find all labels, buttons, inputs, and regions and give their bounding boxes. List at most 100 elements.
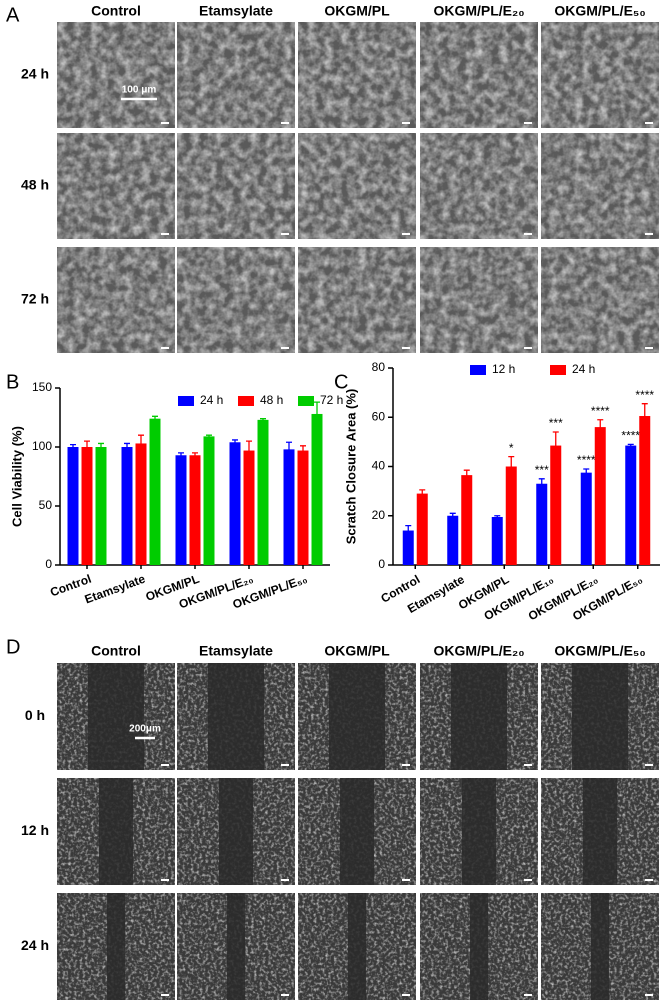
y-tick-label: 40: [372, 459, 386, 473]
error-bar: [232, 439, 238, 446]
bar: [536, 483, 548, 565]
error-bar: [449, 512, 456, 519]
error-bar: [152, 415, 158, 422]
wound-gap: [208, 663, 264, 770]
y-tick-label: 60: [372, 409, 386, 423]
wound-gap: [219, 778, 253, 885]
row-label: 72 h: [21, 291, 49, 307]
legend-swatch: [298, 396, 314, 406]
bar: [229, 442, 241, 565]
micrograph-texture: [177, 133, 295, 239]
error-bar: [300, 445, 306, 456]
legend-label: 24 h: [572, 362, 595, 376]
error-bar: [463, 469, 470, 481]
error-bar: [98, 442, 104, 452]
significance: ***: [549, 416, 563, 430]
y-tick-label: 150: [32, 380, 52, 394]
micrograph-texture: [420, 22, 538, 128]
wound-gap: [451, 663, 507, 770]
wound-gap: [572, 663, 628, 770]
bar: [257, 419, 269, 565]
column-header: OKGM/PL: [324, 643, 390, 659]
row-label: 48 h: [21, 177, 49, 193]
column-header: Control: [91, 643, 141, 659]
column-header: OKGM/PL/E₅₀: [554, 643, 645, 659]
y-tick-label: 0: [378, 557, 385, 571]
significance: ****: [577, 453, 596, 467]
significance: ***: [535, 463, 549, 477]
error-bar: [419, 489, 426, 498]
wound-gap: [107, 893, 125, 1000]
column-header: Etamsylate: [199, 3, 273, 19]
bar: [243, 450, 255, 565]
error-bar: [597, 419, 604, 436]
column-header: OKGM/PL/E₂₀: [433, 3, 524, 19]
wound-gap: [591, 893, 609, 1000]
bar: [203, 436, 215, 565]
bar: [491, 516, 503, 565]
legend-swatch: [238, 396, 254, 406]
row-label: 24 h: [21, 66, 49, 82]
bar: [189, 455, 201, 565]
error-bar: [206, 434, 212, 439]
bar: [505, 466, 517, 565]
micrograph-texture: [57, 22, 175, 128]
bar: [594, 427, 606, 565]
bar: [625, 445, 637, 565]
y-axis-label: Scratch Closure Area (%): [343, 389, 358, 545]
error-bar: [70, 443, 76, 451]
micrograph-texture: [298, 247, 416, 353]
error-bar: [552, 431, 559, 460]
scale-bar-label: 200μm: [129, 724, 161, 735]
y-axis-label: Cell Viability (%): [9, 426, 24, 527]
significance: ****: [635, 388, 654, 402]
legend-swatch: [178, 396, 194, 406]
micrograph-texture: [541, 133, 659, 239]
wound-gap: [99, 778, 133, 885]
micrograph-texture: [541, 247, 659, 353]
wound-gap: [227, 893, 245, 1000]
micrograph-texture: [298, 133, 416, 239]
bar: [149, 418, 161, 565]
bar: [416, 493, 428, 565]
error-bar: [508, 456, 515, 477]
row-label: 24 h: [21, 937, 49, 953]
x-tick-label: Etamsylate: [83, 572, 148, 607]
bar: [447, 515, 459, 565]
error-bar: [641, 403, 648, 429]
bar: [121, 447, 133, 565]
micrograph-texture: [57, 133, 175, 239]
bar: [639, 416, 651, 565]
bar: [550, 445, 562, 565]
error-bar: [314, 401, 320, 427]
wound-gap: [470, 893, 488, 1000]
legend-swatch: [550, 365, 566, 375]
y-tick-label: 0: [45, 557, 52, 571]
significance: ****: [621, 429, 640, 443]
bar: [580, 472, 592, 565]
error-bar: [627, 443, 634, 448]
scale-bar-label: 100 μm: [122, 85, 157, 96]
row-label: 0 h: [25, 707, 45, 723]
panel-label: D: [6, 636, 20, 658]
micrograph-texture: [177, 247, 295, 353]
error-bar: [178, 452, 184, 459]
column-header: OKGM/PL/E₅₀: [554, 3, 645, 19]
error-bar: [260, 418, 266, 422]
significance: ****: [591, 404, 610, 418]
error-bar: [84, 440, 90, 454]
error-bar: [494, 515, 501, 519]
micrograph-texture: [541, 22, 659, 128]
micrograph-texture: [420, 247, 538, 353]
bar: [283, 449, 295, 565]
micrograph-texture: [298, 22, 416, 128]
wound-gap: [329, 663, 385, 770]
panel-label: B: [6, 371, 19, 393]
wound-gap: [340, 778, 374, 885]
panel-label: A: [6, 4, 20, 26]
y-tick-label: 80: [372, 360, 386, 374]
error-bar: [138, 434, 144, 453]
y-tick-label: 100: [32, 439, 52, 453]
